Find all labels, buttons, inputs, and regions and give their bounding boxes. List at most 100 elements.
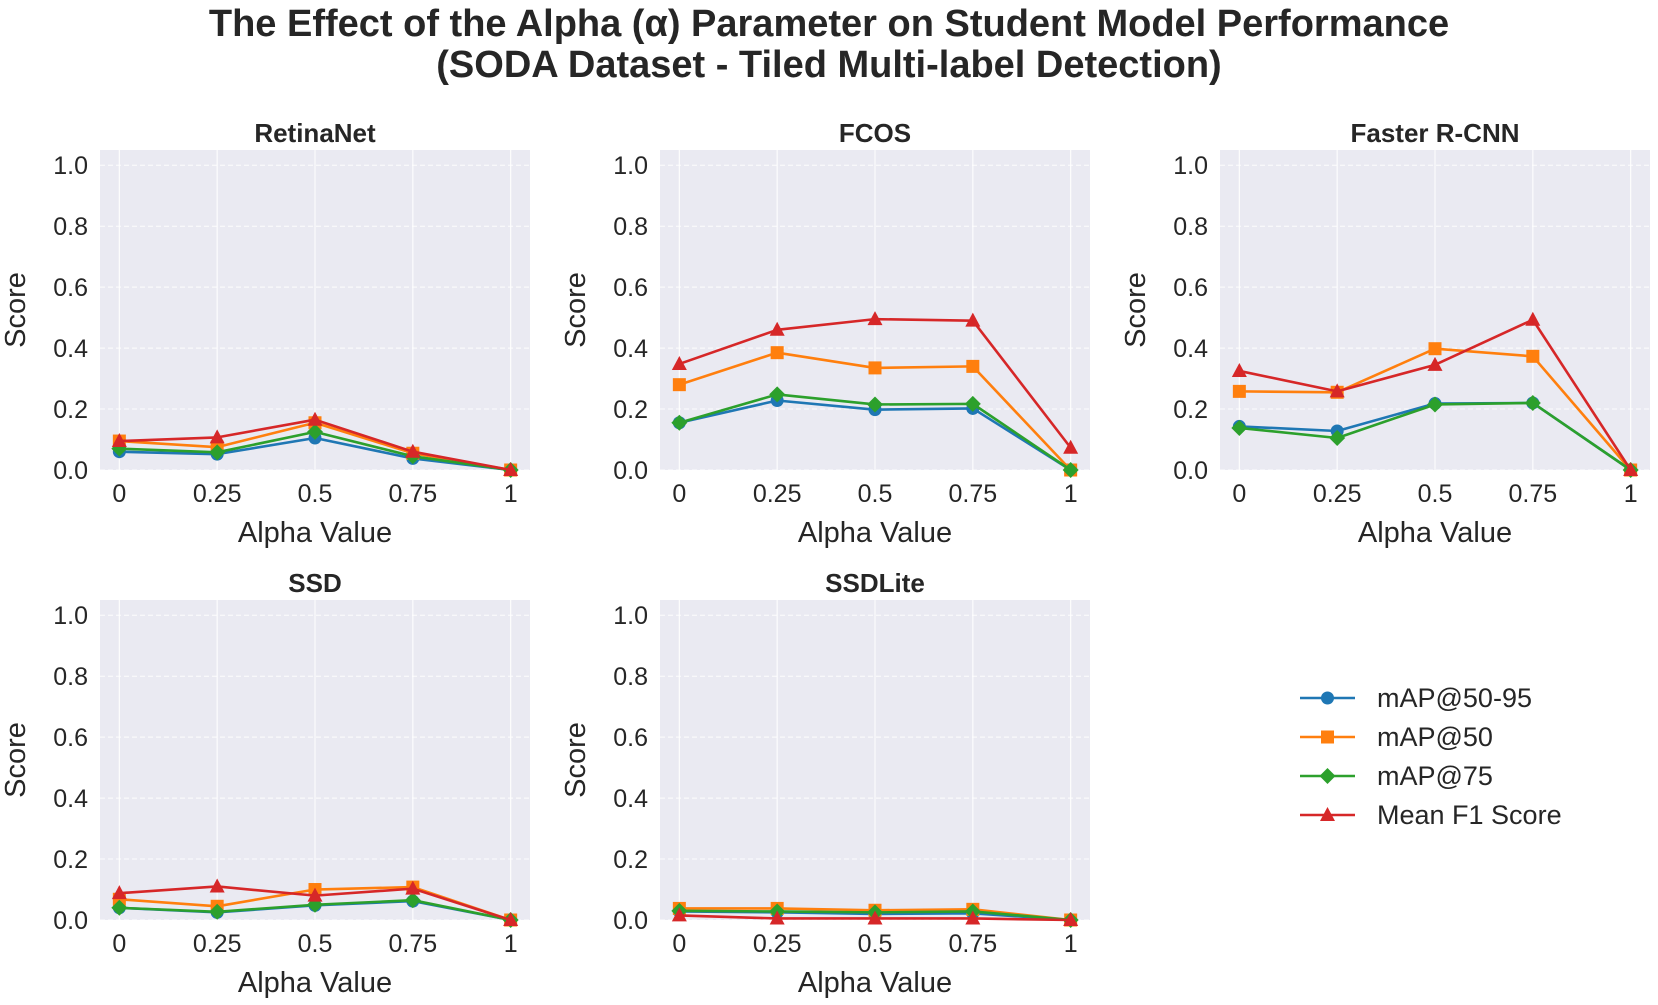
y-tick-label: 0.2	[53, 396, 88, 424]
y-tick-label: 1.0	[53, 602, 88, 630]
data-point-map-75	[1524, 394, 1541, 411]
x-tick-label: 0.5	[858, 930, 893, 958]
x-tick-label: 0.5	[1418, 480, 1453, 508]
x-tick-label: 0.75	[1508, 480, 1557, 508]
y-tick-label: 0.6	[613, 724, 648, 752]
panel-title: SSDLite	[825, 568, 925, 598]
legend-label: mAP@50	[1377, 722, 1493, 752]
panel-title: FCOS	[839, 118, 911, 148]
y-tick-label: 1.0	[613, 152, 648, 180]
data-point-map-75	[1062, 462, 1079, 478]
data-point-mean-f1-score	[405, 443, 421, 458]
data-point-map-75	[1329, 430, 1346, 446]
x-axis-label: Alpha Value	[798, 967, 952, 999]
legend-marker	[1319, 768, 1336, 784]
y-tick-label: 0.8	[1173, 213, 1208, 241]
y-tick-label: 0.0	[53, 457, 88, 485]
figure-title-line-2: (SODA Dataset - Tiled Multi-label Detect…	[436, 44, 1221, 86]
x-axis-label: Alpha Value	[1358, 517, 1512, 549]
panel-retinanet: 0.0 0.2 0.4 0.6 0.8 1.0 0 0.25 0.5 0.75 1 RetinaNet…	[0, 118, 530, 549]
data-point-mean-f1-score	[307, 887, 323, 902]
legend-item-mean-f1-score: Mean F1 Score	[1300, 800, 1562, 830]
y-axis-label: Score	[560, 272, 592, 348]
data-point-mean-f1-score	[1063, 912, 1079, 926]
data-point-mean-f1-score	[1063, 439, 1079, 454]
series-map-75	[111, 892, 519, 928]
panel-title: RetinaNet	[254, 118, 376, 148]
x-tick-label: 0.75	[388, 930, 437, 958]
x-tick-label: 1	[504, 480, 518, 508]
data-point-map-50	[1232, 384, 1246, 398]
series-mean-f1-score	[671, 311, 1079, 454]
data-point-mean-f1-score	[671, 907, 687, 922]
data-point-map-75	[404, 892, 421, 909]
y-tick-label: 0.6	[613, 274, 648, 302]
data-point-mean-f1-score	[405, 880, 421, 895]
panel-title: Faster R-CNN	[1350, 118, 1519, 148]
data-point-mean-f1-score	[1231, 362, 1247, 377]
data-point-map-75	[1231, 419, 1248, 436]
x-tick-label: 0.25	[193, 480, 242, 508]
y-tick-label: 0.4	[613, 785, 648, 813]
data-point-mean-f1-score	[965, 910, 981, 925]
y-tick-label: 0.6	[1173, 274, 1208, 302]
legend-marker	[1321, 691, 1334, 705]
legend-marker	[1320, 807, 1335, 821]
data-point-map-50	[868, 361, 882, 375]
legend-label: mAP@75	[1377, 761, 1493, 791]
x-tick-label: 0	[672, 930, 686, 958]
y-tick-label: 0.4	[1173, 335, 1208, 363]
y-tick-label: 0.8	[53, 213, 88, 241]
x-tick-label: 0.25	[193, 930, 242, 958]
data-point-mean-f1-score	[209, 878, 225, 893]
data-point-mean-f1-score	[867, 311, 883, 326]
y-tick-label: 0.2	[1173, 396, 1208, 424]
x-tick-label: 0.25	[753, 480, 802, 508]
figure-title-line-1: The Effect of the Alpha (α) Parameter on…	[209, 3, 1449, 45]
data-point-mean-f1-score	[503, 462, 519, 476]
x-axis-label: Alpha Value	[238, 967, 392, 999]
legend-item-map-50: mAP@50	[1300, 722, 1493, 752]
y-tick-label: 0.2	[613, 846, 648, 874]
legend-marker	[1321, 730, 1334, 744]
y-axis-label: Score	[1120, 272, 1152, 348]
data-point-mean-f1-score	[769, 321, 785, 336]
data-point-map-75	[867, 396, 883, 413]
data-point-mean-f1-score	[965, 312, 981, 327]
data-point-mean-f1-score	[209, 429, 225, 444]
series-mean-f1-score	[671, 907, 1079, 926]
data-point-map-75	[671, 414, 688, 431]
y-tick-label: 0.0	[1173, 457, 1208, 485]
x-tick-label: 0.75	[948, 930, 997, 958]
y-tick-label: 0.2	[53, 846, 88, 874]
data-point-mean-f1-score	[307, 411, 323, 426]
legend-item-map-50-95: mAP@50-95	[1300, 683, 1532, 713]
data-point-map-75	[1427, 396, 1443, 413]
series-map-75	[671, 386, 1079, 478]
x-tick-label: 0.25	[753, 930, 802, 958]
panel-title: SSD	[288, 568, 341, 598]
y-tick-label: 0.6	[53, 724, 88, 752]
data-point-map-75	[307, 423, 323, 440]
y-tick-label: 0.0	[613, 907, 648, 935]
x-tick-label: 0.5	[858, 480, 893, 508]
y-axis-label: Score	[560, 722, 592, 798]
panel-ssdlite: 0.0 0.2 0.4 0.6 0.8 1.0 0 0.25 0.5 0.75 1 SSDLite Al…	[560, 568, 1090, 999]
y-axis-label: Score	[0, 722, 32, 798]
y-tick-label: 1.0	[53, 152, 88, 180]
y-tick-label: 0.4	[613, 335, 648, 363]
series-mean-f1-score	[111, 411, 519, 476]
x-tick-label: 0.5	[298, 480, 333, 508]
y-tick-label: 0.8	[53, 663, 88, 691]
data-point-map-75	[209, 444, 226, 461]
y-tick-label: 0.4	[53, 335, 88, 363]
data-point-mean-f1-score	[111, 433, 127, 448]
data-point-mean-f1-score	[671, 355, 687, 370]
y-tick-label: 0.8	[613, 213, 648, 241]
data-point-map-75	[111, 899, 128, 916]
x-tick-label: 1	[504, 930, 518, 958]
data-point-map-50	[966, 359, 980, 373]
y-tick-label: 0.0	[613, 457, 648, 485]
data-point-mean-f1-score	[111, 885, 127, 900]
